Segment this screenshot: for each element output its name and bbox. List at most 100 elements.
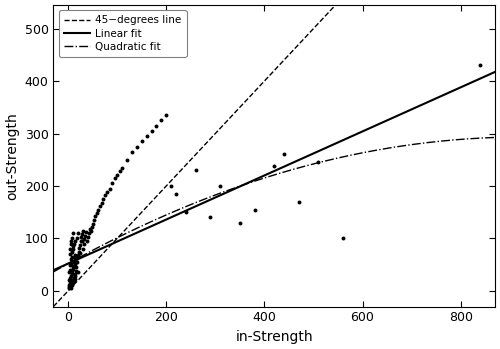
Linear fit (482, 75, 488, 79)
45−degrees line (69, 285, 75, 289)
Point (116, 169, 124, 174)
Point (148, 128, 156, 134)
Point (69, 230, 77, 236)
Point (476, 62, 484, 68)
Point (69, 244, 77, 249)
Point (70, 255, 78, 261)
Quadratic fit (313, 161, 319, 165)
Point (66, 241, 74, 246)
Point (70, 275, 78, 281)
Point (82, 229, 90, 235)
Linear fit (412, 106, 418, 110)
Point (82, 233, 90, 239)
Point (83, 238, 91, 244)
Quadratic fit (482, 136, 488, 140)
Point (100, 196, 108, 202)
Point (86, 228, 94, 233)
Point (80, 237, 88, 242)
Point (74, 270, 82, 275)
Point (250, 207, 258, 212)
Point (270, 163, 278, 169)
Point (113, 173, 121, 178)
Point (78, 235, 86, 240)
Linear fit (313, 150, 319, 154)
Point (79, 228, 87, 233)
Linear fit (290, 161, 296, 165)
Linear fit (260, 174, 266, 178)
Point (162, 112, 170, 118)
45−degrees line (328, 7, 334, 12)
Point (66, 275, 74, 281)
Point (216, 183, 224, 189)
Linear fit (263, 173, 269, 177)
Point (123, 157, 131, 163)
Point (69, 277, 77, 283)
Point (78, 231, 86, 237)
Point (65, 277, 73, 283)
Point (73, 236, 81, 241)
Point (128, 149, 136, 155)
Point (66, 251, 74, 257)
Point (152, 123, 160, 128)
Point (68, 254, 76, 260)
Point (75, 249, 83, 254)
Point (66, 257, 74, 262)
Point (66, 279, 74, 284)
Point (68, 268, 76, 274)
45−degrees line (332, 4, 338, 8)
Point (192, 168, 200, 173)
Point (70, 279, 78, 284)
Point (65, 284, 73, 289)
Quadratic fit (263, 176, 269, 180)
Point (72, 276, 80, 282)
Point (71, 252, 79, 258)
Point (76, 250, 84, 256)
Point (66, 283, 74, 288)
Point (294, 199, 302, 205)
Quadratic fit (290, 168, 296, 172)
Point (74, 252, 82, 258)
Point (70, 259, 78, 265)
Point (84, 230, 92, 236)
Point (86, 226, 94, 232)
Point (67, 273, 75, 279)
Point (72, 238, 80, 244)
Point (68, 236, 76, 241)
Point (90, 217, 98, 223)
Point (91, 214, 99, 219)
Linear fit (492, 70, 498, 74)
Point (74, 255, 82, 261)
Point (70, 241, 78, 246)
Point (67, 283, 75, 288)
45−degrees line (50, 304, 56, 309)
Point (80, 241, 88, 246)
Point (68, 280, 76, 286)
Point (67, 238, 75, 244)
Point (106, 186, 114, 191)
Quadratic fit (492, 135, 498, 140)
Point (64, 282, 72, 287)
Point (206, 215, 214, 220)
Point (70, 263, 78, 268)
Point (94, 207, 102, 212)
Point (68, 266, 76, 272)
Point (133, 144, 141, 149)
Quadratic fit (260, 176, 266, 180)
Point (158, 118, 166, 123)
Point (138, 139, 145, 144)
Point (79, 246, 87, 252)
Point (66, 270, 74, 275)
Point (72, 265, 80, 270)
45−degrees line (294, 43, 300, 47)
X-axis label: in-Strength: in-Strength (236, 330, 313, 344)
Linear fit (50, 268, 56, 272)
Point (76, 242, 84, 247)
Point (88, 221, 96, 227)
Line: Linear fit: Linear fit (54, 72, 495, 270)
Point (88, 224, 96, 230)
45−degrees line (132, 217, 138, 222)
Point (64, 285, 72, 291)
Point (66, 280, 74, 286)
Point (68, 249, 76, 254)
Quadratic fit (50, 270, 56, 274)
